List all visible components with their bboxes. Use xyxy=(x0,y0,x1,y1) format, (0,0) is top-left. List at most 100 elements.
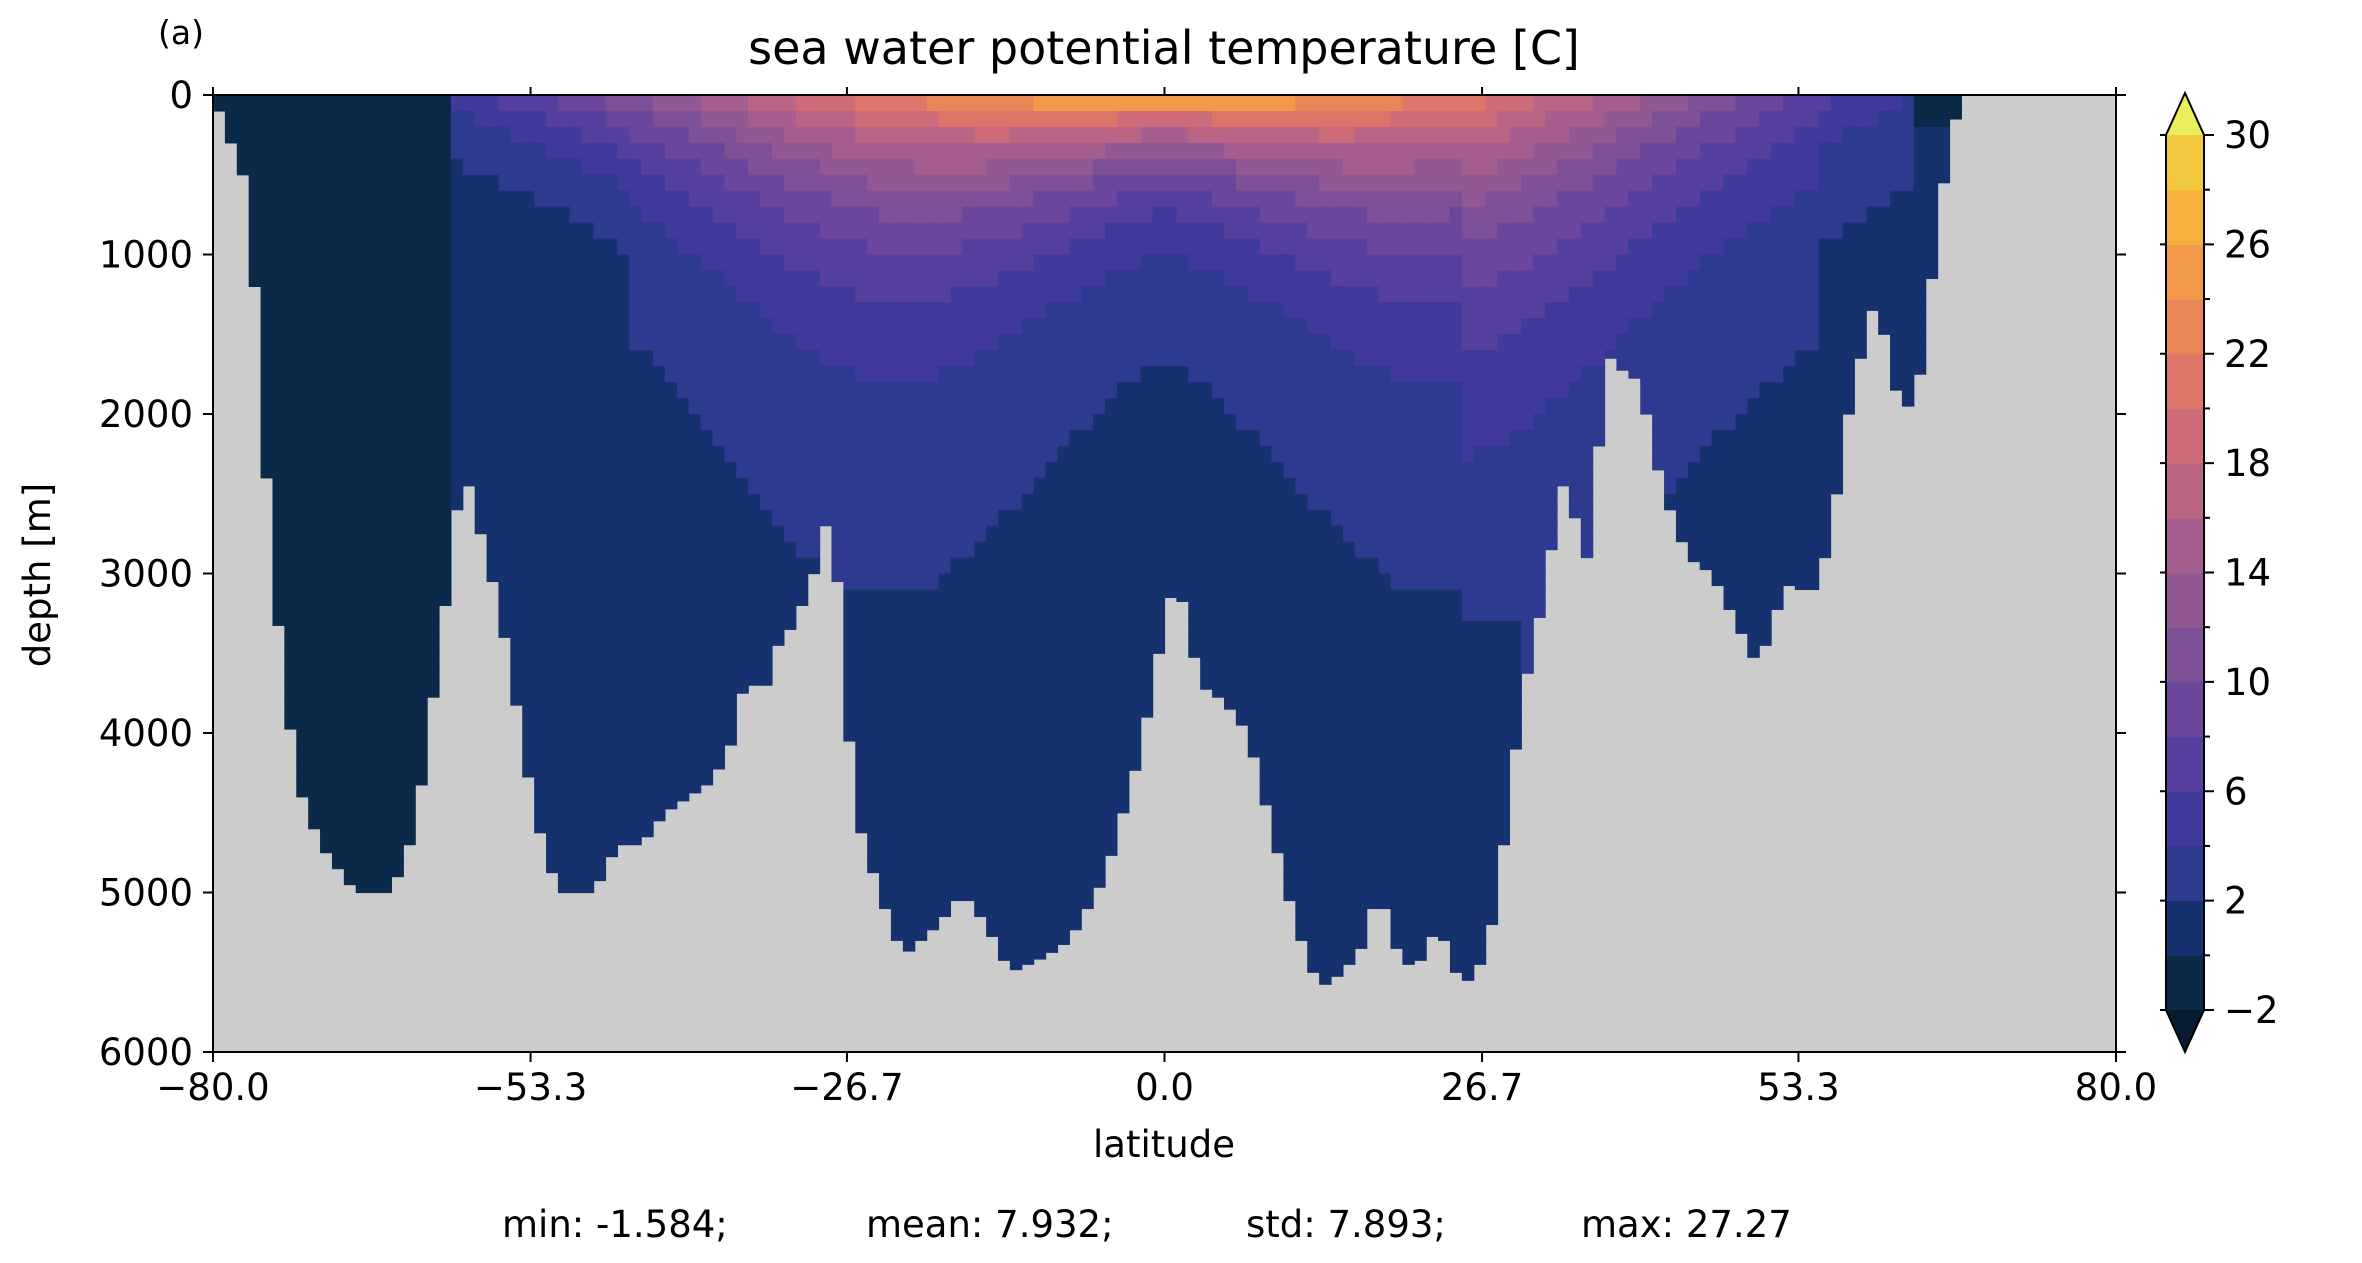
heatmap-cell xyxy=(581,414,595,431)
heatmap-cell xyxy=(308,366,321,383)
heatmap-cell xyxy=(498,493,511,511)
heatmap-cell xyxy=(974,621,987,638)
heatmap-cell xyxy=(1128,573,1142,591)
heatmap-cell xyxy=(1354,350,1368,367)
heatmap-cell xyxy=(1176,398,1189,415)
heatmap-cell xyxy=(569,812,583,830)
heatmap-cell xyxy=(843,733,856,742)
heatmap-cell xyxy=(1235,334,1249,351)
heatmap-cell xyxy=(1093,398,1106,415)
heatmap-cell xyxy=(546,286,559,303)
heatmap-cell xyxy=(593,493,607,511)
heatmap-cell xyxy=(795,318,809,335)
heatmap-cell xyxy=(1426,493,1439,511)
heatmap-cell xyxy=(1009,828,1023,846)
heatmap-cell xyxy=(534,589,547,606)
heatmap-cell xyxy=(1247,461,1261,479)
heatmap-cell xyxy=(546,414,559,431)
heatmap-cell xyxy=(296,334,309,351)
heatmap-cell xyxy=(1069,286,1082,303)
heatmap-cell xyxy=(1521,493,1534,511)
heatmap-cell xyxy=(1152,557,1166,575)
heatmap-cell xyxy=(296,573,309,591)
heatmap-cell xyxy=(1497,796,1511,814)
heatmap-cell xyxy=(1093,844,1106,862)
heatmap-cell xyxy=(534,429,547,447)
heatmap-cell xyxy=(1331,637,1344,654)
heatmap-cell xyxy=(772,557,785,575)
heatmap-cell xyxy=(1247,95,1261,112)
heatmap-cell xyxy=(367,717,381,734)
heatmap-cell xyxy=(438,190,452,208)
heatmap-cell xyxy=(843,461,856,479)
heatmap-cell xyxy=(391,685,404,702)
heatmap-cell xyxy=(831,429,844,447)
heatmap-cell xyxy=(843,637,856,654)
heatmap-cell xyxy=(902,573,916,591)
heatmap-cell xyxy=(1521,222,1534,240)
heatmap-cell xyxy=(1509,238,1522,256)
heatmap-cell xyxy=(1545,477,1558,495)
heatmap-cell xyxy=(890,637,904,654)
heatmap-cell xyxy=(1235,589,1249,606)
heatmap-cell xyxy=(522,206,535,224)
heatmap-cell xyxy=(1319,382,1332,399)
heatmap-cell xyxy=(450,158,464,176)
heatmap-cell xyxy=(522,302,535,319)
heatmap-cell xyxy=(700,398,714,415)
heatmap-cell xyxy=(1259,589,1273,606)
heatmap-cell xyxy=(1176,414,1189,431)
heatmap-cell xyxy=(1331,254,1344,272)
heatmap-cell xyxy=(902,414,916,431)
heatmap-cell xyxy=(926,669,940,686)
heatmap-cell xyxy=(1402,541,1415,559)
heatmap-cell xyxy=(997,764,1011,782)
heatmap-cell xyxy=(1426,334,1439,351)
heatmap-cell xyxy=(879,126,892,144)
heatmap-cell xyxy=(772,573,785,591)
heatmap-cell xyxy=(653,366,666,383)
heatmap-cell xyxy=(783,302,797,319)
heatmap-cell xyxy=(641,270,654,287)
heatmap-cell xyxy=(1021,844,1035,862)
heatmap-cell xyxy=(1105,190,1118,208)
heatmap-cell xyxy=(1235,238,1249,256)
heatmap-cell xyxy=(831,541,844,559)
heatmap-cell xyxy=(1402,812,1415,830)
heatmap-cell xyxy=(855,589,868,606)
heatmap-cell xyxy=(546,318,559,335)
heatmap-cell xyxy=(974,429,987,447)
heatmap-cell xyxy=(700,637,714,654)
heatmap-cell xyxy=(534,398,547,415)
heatmap-cell xyxy=(1497,334,1511,351)
heatmap-cell xyxy=(379,589,393,606)
heatmap-cell xyxy=(712,717,726,734)
heatmap-cell xyxy=(367,222,381,240)
heatmap-cell xyxy=(1521,398,1534,415)
heatmap-cell xyxy=(1331,972,1344,977)
heatmap-cell xyxy=(1521,573,1534,591)
heatmap-cell xyxy=(546,110,559,128)
heatmap-cell xyxy=(1033,461,1047,479)
heatmap-cell xyxy=(1319,573,1332,591)
heatmap-cell xyxy=(1414,445,1427,463)
heatmap-cell xyxy=(391,733,404,750)
heatmap-cell xyxy=(569,110,583,128)
heatmap-cell xyxy=(284,350,297,367)
heatmap-cell xyxy=(1081,142,1094,160)
heatmap-cell xyxy=(320,334,333,351)
heatmap-cell xyxy=(890,924,904,941)
heatmap-cell xyxy=(807,302,821,319)
heatmap-cell xyxy=(1449,844,1463,862)
heatmap-cell xyxy=(415,493,428,511)
heatmap-cell xyxy=(807,557,821,575)
heatmap-cell xyxy=(712,350,726,367)
heatmap-cell xyxy=(534,286,547,303)
heatmap-cell xyxy=(581,286,595,303)
heatmap-cell xyxy=(1259,398,1273,415)
heatmap-cell xyxy=(902,908,916,925)
heatmap-cell xyxy=(748,95,761,112)
heatmap-cell xyxy=(1069,174,1082,192)
heatmap-cell xyxy=(748,557,761,575)
heatmap-cell xyxy=(724,95,737,112)
